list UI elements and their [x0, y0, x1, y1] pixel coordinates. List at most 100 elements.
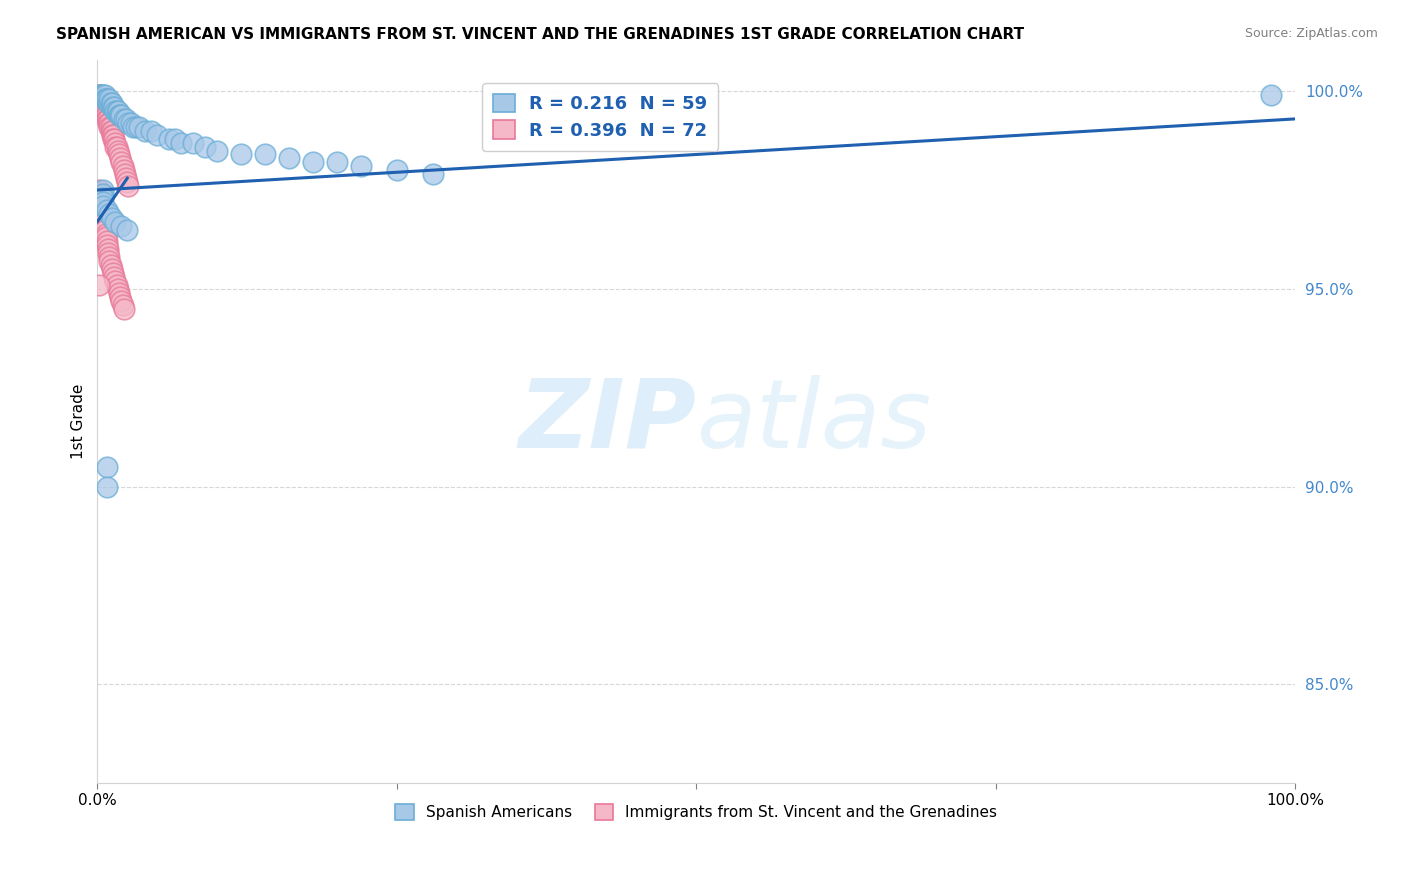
- Point: [110, 219, 132, 233]
- Point: [117, 222, 139, 236]
- Point: [91, 215, 114, 229]
- Point: [105, 103, 128, 118]
- Point: [125, 120, 148, 134]
- Point: [100, 124, 122, 138]
- Point: [94, 103, 117, 118]
- Point: [104, 215, 127, 229]
- Point: [117, 179, 139, 194]
- Point: [103, 131, 125, 145]
- Point: [115, 112, 138, 126]
- Point: [254, 147, 277, 161]
- Point: [134, 124, 156, 138]
- Point: [97, 243, 120, 257]
- Point: [101, 100, 124, 114]
- Point: [97, 112, 120, 126]
- Point: [96, 235, 118, 249]
- Point: [108, 290, 131, 304]
- Point: [96, 108, 118, 122]
- Point: [141, 124, 163, 138]
- Point: [101, 131, 124, 145]
- Point: [100, 258, 122, 272]
- Point: [302, 155, 325, 169]
- Point: [115, 171, 138, 186]
- Point: [87, 277, 110, 292]
- Point: [100, 128, 122, 142]
- Point: [107, 282, 129, 296]
- Point: [91, 199, 114, 213]
- Point: [93, 103, 115, 118]
- Point: [89, 191, 111, 205]
- Point: [91, 183, 114, 197]
- Point: [89, 88, 111, 103]
- Point: [93, 88, 115, 103]
- Point: [194, 139, 217, 153]
- Point: [91, 100, 114, 114]
- Point: [91, 207, 114, 221]
- Point: [105, 139, 128, 153]
- Text: atlas: atlas: [696, 375, 931, 467]
- Point: [108, 147, 131, 161]
- Point: [97, 96, 120, 111]
- Point: [100, 262, 122, 277]
- Point: [91, 202, 114, 217]
- Point: [90, 194, 112, 209]
- Point: [112, 163, 135, 178]
- Point: [93, 222, 115, 236]
- Point: [128, 120, 150, 134]
- Point: [89, 186, 111, 201]
- Point: [104, 136, 127, 150]
- Point: [98, 116, 121, 130]
- Point: [165, 131, 187, 145]
- Point: [96, 479, 118, 493]
- Point: [98, 92, 121, 106]
- Point: [105, 277, 128, 292]
- Point: [96, 92, 118, 106]
- Point: [157, 131, 180, 145]
- Point: [91, 96, 114, 111]
- Point: [91, 88, 114, 103]
- Point: [110, 293, 132, 308]
- Point: [96, 459, 118, 474]
- Point: [181, 136, 204, 150]
- Point: [87, 88, 110, 103]
- Point: [108, 285, 131, 300]
- Point: [110, 155, 132, 169]
- Text: SPANISH AMERICAN VS IMMIGRANTS FROM ST. VINCENT AND THE GRENADINES 1ST GRADE COR: SPANISH AMERICAN VS IMMIGRANTS FROM ST. …: [56, 27, 1025, 42]
- Point: [101, 266, 124, 280]
- Point: [94, 108, 117, 122]
- Point: [98, 120, 121, 134]
- Point: [91, 191, 114, 205]
- Point: [1260, 88, 1282, 103]
- Point: [108, 152, 131, 166]
- Point: [112, 112, 135, 126]
- Point: [108, 108, 131, 122]
- Point: [350, 159, 373, 173]
- Point: [98, 250, 121, 264]
- Point: [100, 96, 122, 111]
- Legend: Spanish Americans, Immigrants from St. Vincent and the Grenadines: Spanish Americans, Immigrants from St. V…: [389, 797, 1004, 826]
- Point: [96, 112, 118, 126]
- Point: [108, 108, 131, 122]
- Point: [98, 207, 121, 221]
- Point: [91, 194, 114, 209]
- Point: [107, 144, 129, 158]
- Point: [93, 92, 115, 106]
- Point: [104, 103, 127, 118]
- Point: [87, 186, 110, 201]
- Point: [122, 120, 145, 134]
- Point: [89, 88, 111, 103]
- Point: [98, 96, 121, 111]
- Point: [87, 88, 110, 103]
- Point: [114, 167, 136, 181]
- Point: [385, 163, 408, 178]
- Point: [97, 246, 120, 260]
- Point: [120, 116, 142, 130]
- Point: [96, 202, 118, 217]
- Text: Source: ZipAtlas.com: Source: ZipAtlas.com: [1244, 27, 1378, 40]
- Point: [91, 186, 114, 201]
- Point: [117, 116, 139, 130]
- Point: [94, 227, 117, 241]
- Point: [111, 298, 134, 312]
- Point: [97, 116, 120, 130]
- Point: [103, 270, 125, 285]
